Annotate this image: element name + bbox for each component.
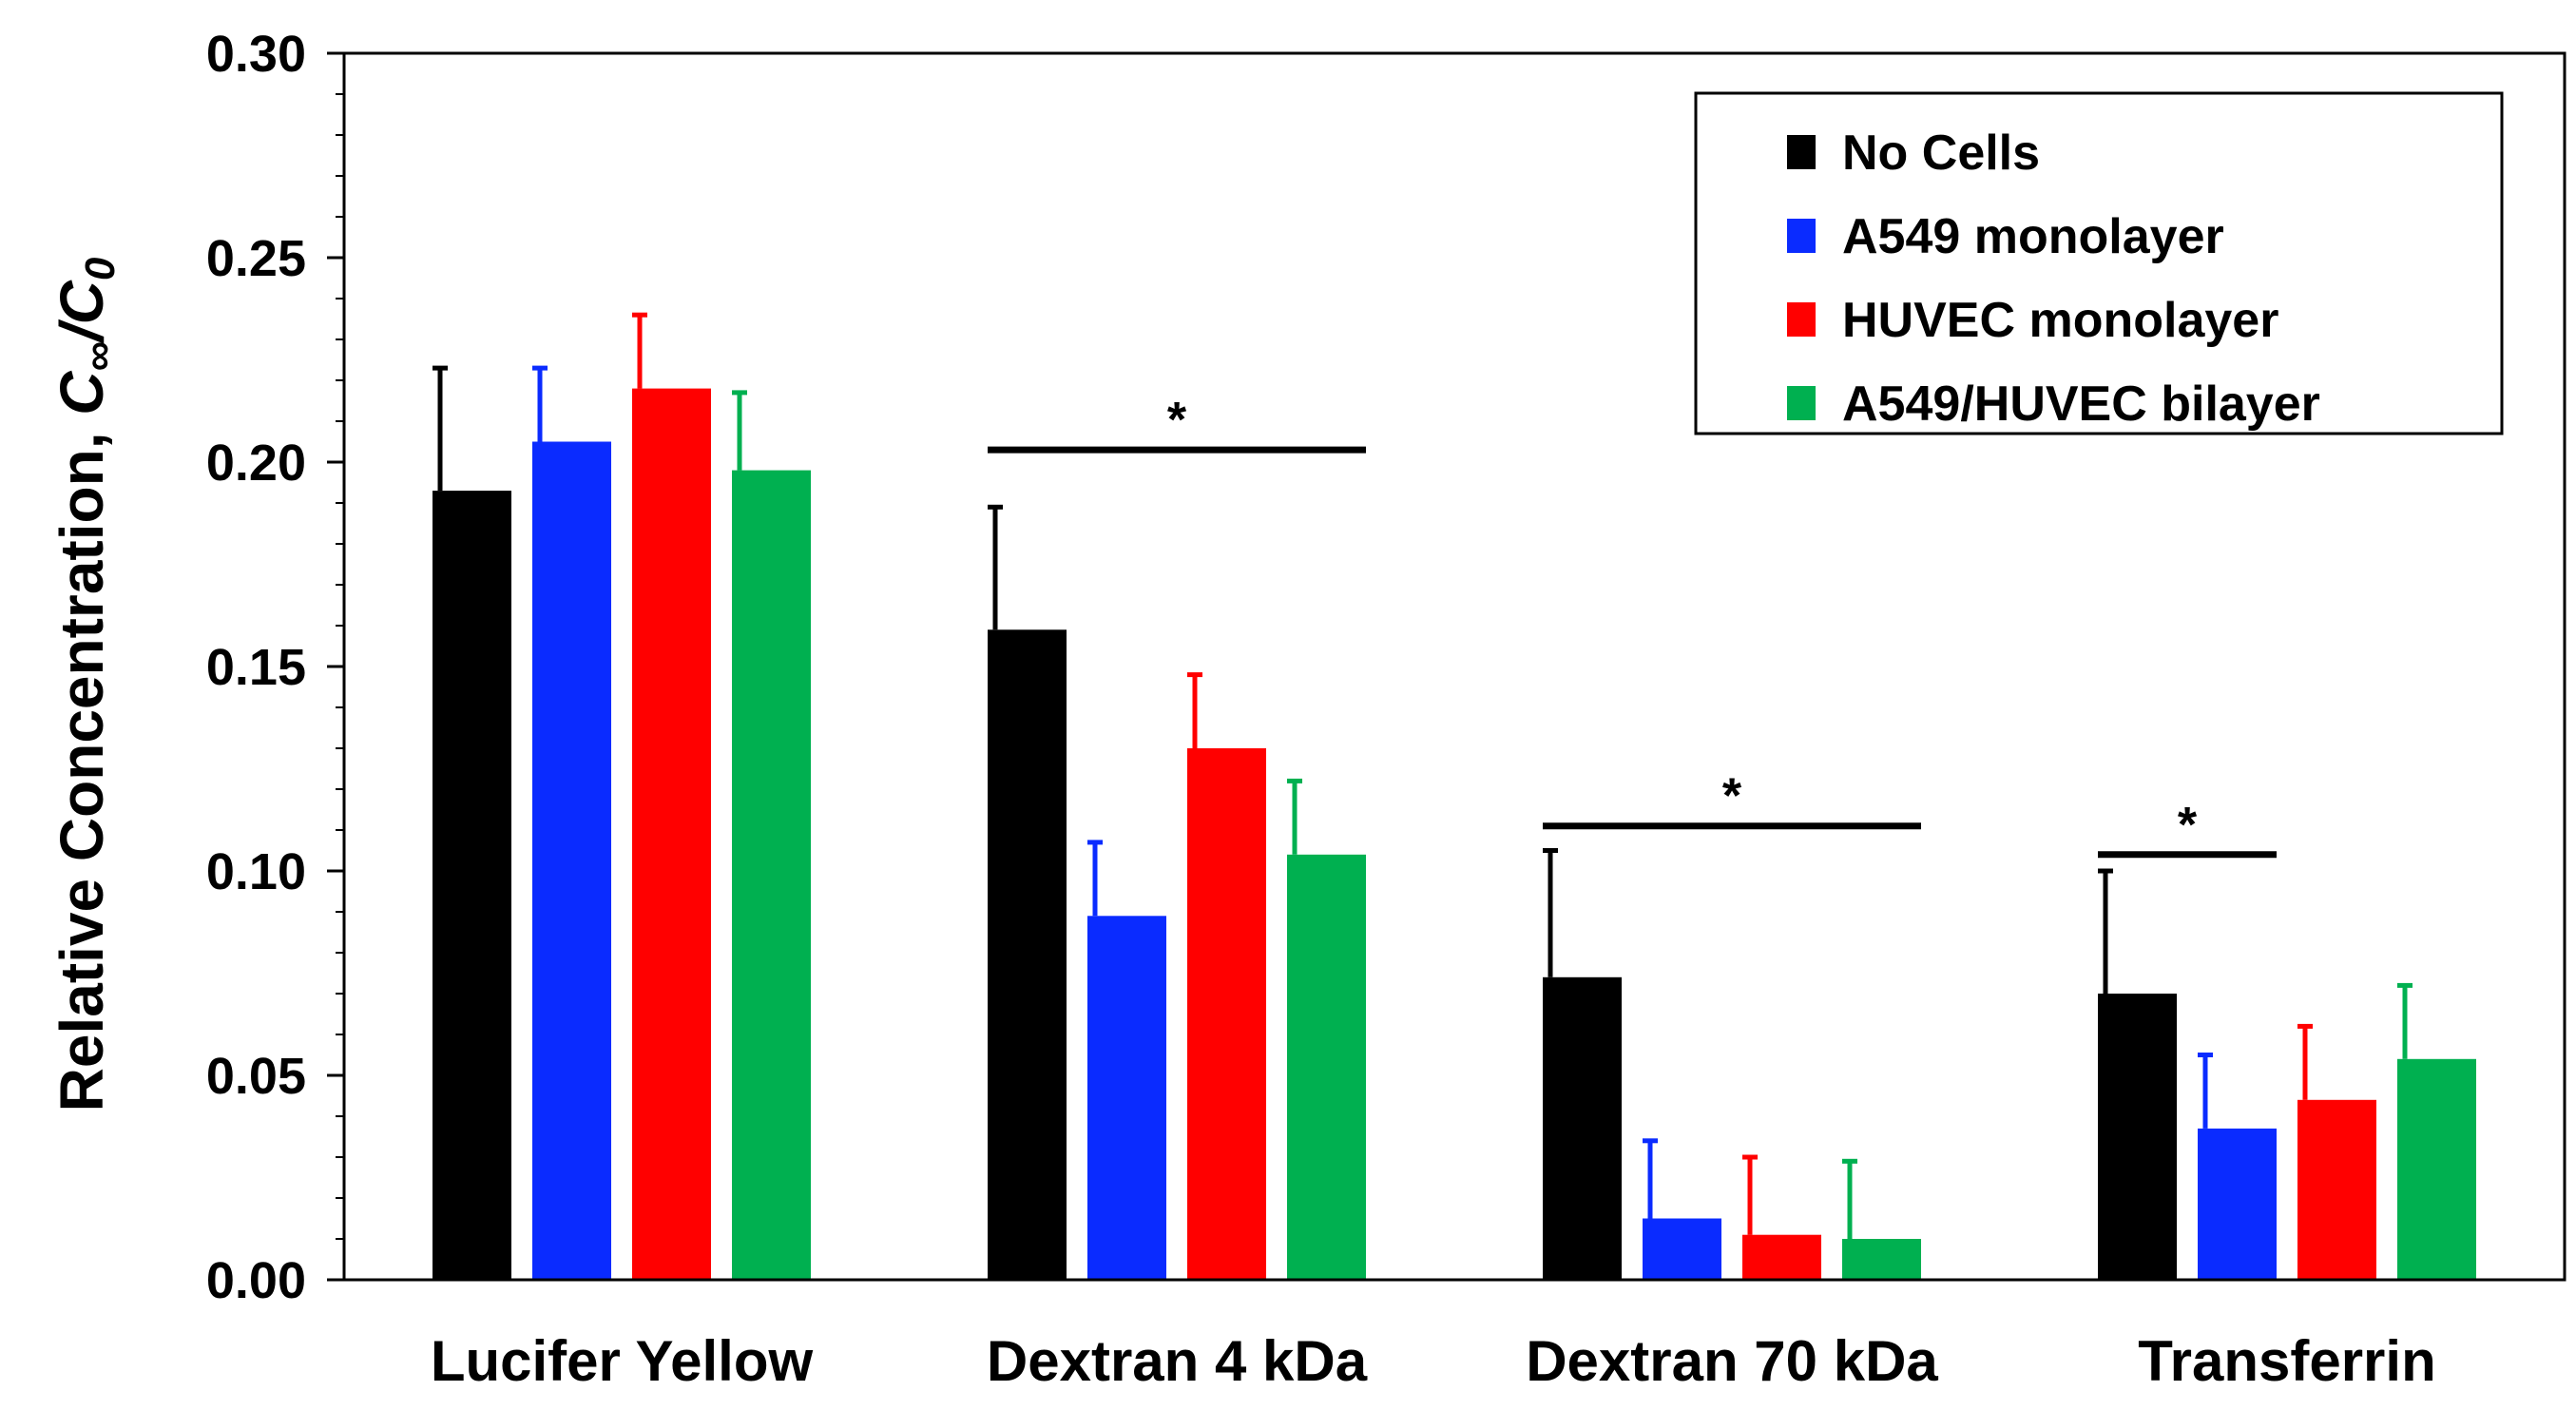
x-category-label: Dextran 70 kDa	[1526, 1329, 1938, 1393]
bar-no-cells-1	[988, 629, 1067, 1280]
y-axis-label-zero: 0	[77, 257, 124, 280]
bar-a549-huvec-bilayer-1	[1287, 854, 1366, 1280]
y-tick-label: 0.15	[206, 639, 306, 696]
y-axis-label-main: Relative Concentration,	[48, 416, 116, 1112]
legend-label: HUVEC monolayer	[1842, 293, 2278, 348]
significance-star: *	[2178, 798, 2198, 853]
x-axis-category-labels: Lucifer Yellow Dextran 4 kDa Dextran 70 kD…	[431, 1329, 2436, 1393]
y-axis-label: Relative Concentration, C∞/C0	[48, 257, 124, 1111]
y-tick-label: 0.30	[206, 26, 306, 83]
bar-a549-huvec-bilayer-0	[732, 470, 811, 1281]
bars	[433, 388, 2476, 1281]
legend-swatch	[1787, 135, 1816, 169]
y-axis-label-c0: C	[48, 280, 116, 324]
legend-swatch	[1787, 302, 1816, 337]
y-axis-label-inf: ∞	[75, 341, 122, 371]
bar-huvec-monolayer-1	[1187, 748, 1266, 1280]
x-category-label: Transferrin	[2138, 1329, 2435, 1393]
legend-label: A549/HUVEC bilayer	[1842, 377, 2320, 432]
legend-swatch	[1787, 219, 1816, 253]
bar-a549-huvec-bilayer-2	[1842, 1239, 1921, 1280]
legend-label: A549 monolayer	[1842, 209, 2224, 264]
bar-no-cells-2	[1543, 976, 1622, 1280]
y-tick-label: 0.05	[206, 1048, 306, 1105]
bar-huvec-monolayer-3	[2297, 1099, 2376, 1280]
y-tick-label: 0.10	[206, 843, 306, 900]
bar-huvec-monolayer-2	[1742, 1234, 1821, 1280]
bar-a549-huvec-bilayer-3	[2397, 1058, 2476, 1280]
bar-a549-monolayer-2	[1643, 1218, 1721, 1280]
legend: No Cells A549 monolayer HUVEC monolayer A54…	[1694, 91, 2504, 435]
y-tick-label: 0.20	[206, 435, 306, 492]
plot-frame	[342, 51, 2566, 1282]
error-bars	[433, 312, 2413, 1239]
x-category-label: Lucifer Yellow	[431, 1329, 814, 1393]
legend-box	[1694, 91, 2504, 435]
x-category-label: Dextran 4 kDa	[987, 1329, 1368, 1393]
bar-a549-monolayer-1	[1087, 916, 1166, 1280]
significance-annotations: * * *	[988, 393, 2277, 859]
bar-no-cells-3	[2098, 994, 2177, 1280]
legend-swatch	[1787, 386, 1816, 420]
significance-star: *	[1167, 393, 1187, 448]
significance-star: *	[1722, 769, 1742, 824]
y-axis-label-c: C	[48, 371, 116, 416]
bar-huvec-monolayer-0	[632, 388, 711, 1281]
y-tick-label: 0.25	[206, 230, 306, 287]
y-axis-ticks: 0.00 0.05 0.10 0.15 0.20 0.25 0.30	[206, 26, 344, 1309]
y-tick-label: 0.00	[206, 1252, 306, 1309]
svg-text:Relative Concentration, C∞/C0: Relative Concentration, C∞/C0	[48, 257, 124, 1111]
bar-no-cells-0	[433, 491, 511, 1280]
bar-a549-monolayer-0	[532, 441, 611, 1280]
legend-label: No Cells	[1842, 126, 2040, 181]
bar-a549-monolayer-3	[2198, 1128, 2277, 1280]
